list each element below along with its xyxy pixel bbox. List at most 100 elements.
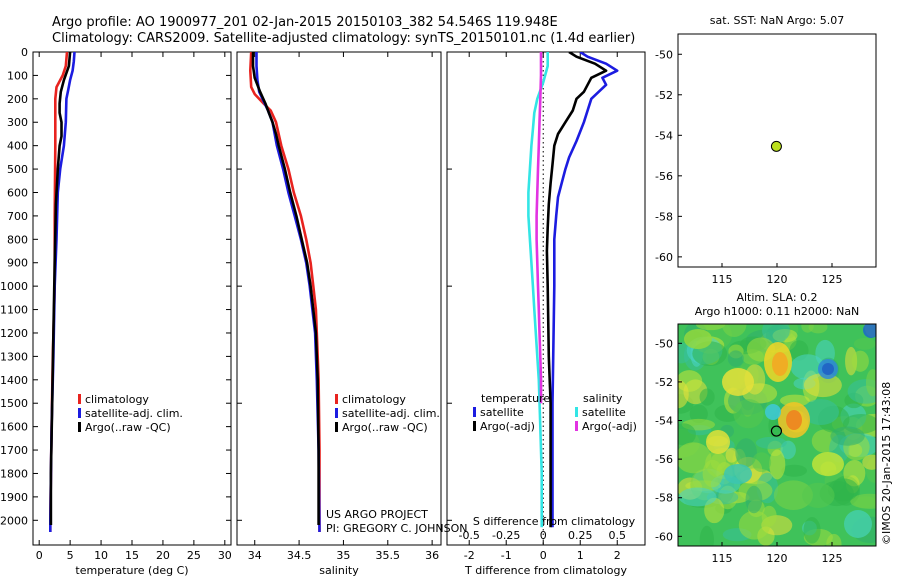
y-tick-label: -50 xyxy=(655,48,673,61)
y-tick-label: 900 xyxy=(7,257,28,270)
heatmap-blob xyxy=(830,426,865,446)
heatmap-anomaly xyxy=(822,363,834,375)
map-panel-1: sat. SST: NaN Argo: 5.07 115 120 125 -50 -52 -… xyxy=(655,14,877,286)
legend-label: satellite xyxy=(480,406,524,419)
y-tick-label: 1500 xyxy=(0,397,28,410)
y-tick-label: 1100 xyxy=(0,304,28,317)
heatmap-blob xyxy=(721,324,747,337)
x-tick-label: 115 xyxy=(712,552,733,565)
legend-swatch xyxy=(473,421,476,431)
series-line xyxy=(545,52,608,528)
heatmap-blob xyxy=(851,350,869,372)
heatmap-blob xyxy=(847,379,876,404)
heatmap-blob xyxy=(678,423,696,446)
legend-label: climatology xyxy=(342,393,406,406)
x-axis-label: salinity xyxy=(319,564,359,577)
series-line xyxy=(49,52,72,525)
x-tick-label: 36 xyxy=(425,549,439,562)
profile-panel-2: 34 34.5 35 35.5 36 salinity climatologysatelli… xyxy=(236,51,442,577)
y-tick-label: 800 xyxy=(7,233,28,246)
heatmap-anomaly xyxy=(812,452,844,476)
legend-label: Argo(-adj) xyxy=(582,420,637,433)
heatmap-blob xyxy=(862,454,876,470)
heatmap-blob xyxy=(745,485,763,514)
heatmap-blob xyxy=(699,388,715,406)
legend-swatch xyxy=(575,407,578,417)
argo-float-marker xyxy=(770,140,782,152)
series-line xyxy=(527,52,550,528)
x-tick-label: 125 xyxy=(822,552,843,565)
y-tick-label: -50 xyxy=(655,337,673,350)
heatmap-blob xyxy=(865,369,876,397)
sla-map-title-1: Altim. SLA: 0.2 xyxy=(736,291,817,304)
y-tick-label: -54 xyxy=(655,415,673,428)
heatmap-anomaly xyxy=(844,510,872,538)
heatmap-blob xyxy=(802,399,840,426)
profile-panel-3: -2 -1 0 1 2 T difference from climatology S di… xyxy=(446,51,646,577)
legend-swatch xyxy=(78,422,81,432)
legend-swatch xyxy=(335,422,338,432)
secondary-x-tick-label: 0.25 xyxy=(568,529,593,542)
y-tick-label: -52 xyxy=(655,89,673,102)
heatmap-blob xyxy=(689,404,708,424)
heatmap-blob xyxy=(801,482,835,508)
x-tick-label: -1 xyxy=(501,549,512,562)
heatmap-blob xyxy=(725,447,738,463)
profile-panel-1: 0 5 10 15 20 25 300100200300400500600700800900… xyxy=(0,46,232,577)
x-tick-label: 125 xyxy=(822,273,843,286)
x-tick-label: 30 xyxy=(218,549,232,562)
x-tick-label: 15 xyxy=(125,549,139,562)
heatmap-blob xyxy=(699,525,714,546)
header-line-1: Argo profile: AO 1900977_201 02-Jan-2015… xyxy=(52,15,558,30)
series-line xyxy=(251,52,320,525)
x-tick-label: 0 xyxy=(36,549,43,562)
x-tick-label: 35.5 xyxy=(376,549,401,562)
x-tick-label: 10 xyxy=(94,549,108,562)
heatmap-anomaly xyxy=(724,464,752,484)
heatmap-anomaly xyxy=(706,430,730,454)
plot-frame xyxy=(446,51,646,546)
x-tick-label: 2 xyxy=(614,549,621,562)
y-tick-label: -60 xyxy=(655,530,673,543)
series-line xyxy=(551,52,619,528)
heatmap-blob xyxy=(755,436,787,449)
y-tick-label: 0 xyxy=(21,46,28,59)
series-line xyxy=(535,52,543,404)
x-tick-label: 34.5 xyxy=(287,549,312,562)
x-tick-label: 1 xyxy=(577,549,584,562)
x-axis-label: temperature (deg C) xyxy=(75,564,188,577)
y-tick-label: 1600 xyxy=(0,421,28,434)
heatmap-blob xyxy=(733,399,764,429)
header-line-2: Climatology: CARS2009. Satellite-adjuste… xyxy=(52,31,635,46)
x-tick-label: 120 xyxy=(767,552,788,565)
legend-label: Argo(..raw -QC) xyxy=(342,421,428,434)
y-tick-label: 1000 xyxy=(0,280,28,293)
heatmap-blob xyxy=(762,324,790,344)
x-tick-label: 0 xyxy=(540,549,547,562)
sst-map-title: sat. SST: NaN Argo: 5.07 xyxy=(710,14,844,27)
legend-swatch xyxy=(78,394,81,404)
heatmap-blob xyxy=(781,464,807,477)
y-tick-label: 1800 xyxy=(0,467,28,480)
y-tick-label: 1400 xyxy=(0,374,28,387)
secondary-x-tick-label: -0.5 xyxy=(458,529,479,542)
legend-label: satellite-adj. clim. xyxy=(342,407,440,420)
heatmap-anomaly xyxy=(684,329,712,349)
heatmap-blob xyxy=(853,337,876,350)
legend-label: climatology xyxy=(85,393,149,406)
y-tick-label: 1200 xyxy=(0,327,28,340)
heatmap-anomaly xyxy=(772,352,788,376)
heatmap-anomaly xyxy=(863,324,876,338)
legend-title-salinity: salinity xyxy=(583,392,623,405)
y-tick-label: 200 xyxy=(7,93,28,106)
heatmap-blob xyxy=(735,438,757,468)
sla-heatmap xyxy=(678,324,876,546)
timestamp: ©IMOS 20-Jan-2015 17:43:08 xyxy=(880,382,893,545)
heatmap-blob xyxy=(850,493,876,509)
x-tick-label: 34 xyxy=(248,549,262,562)
y-tick-label: -56 xyxy=(655,453,673,466)
y-tick-label: -60 xyxy=(655,251,673,264)
heatmap-blob xyxy=(727,350,744,367)
